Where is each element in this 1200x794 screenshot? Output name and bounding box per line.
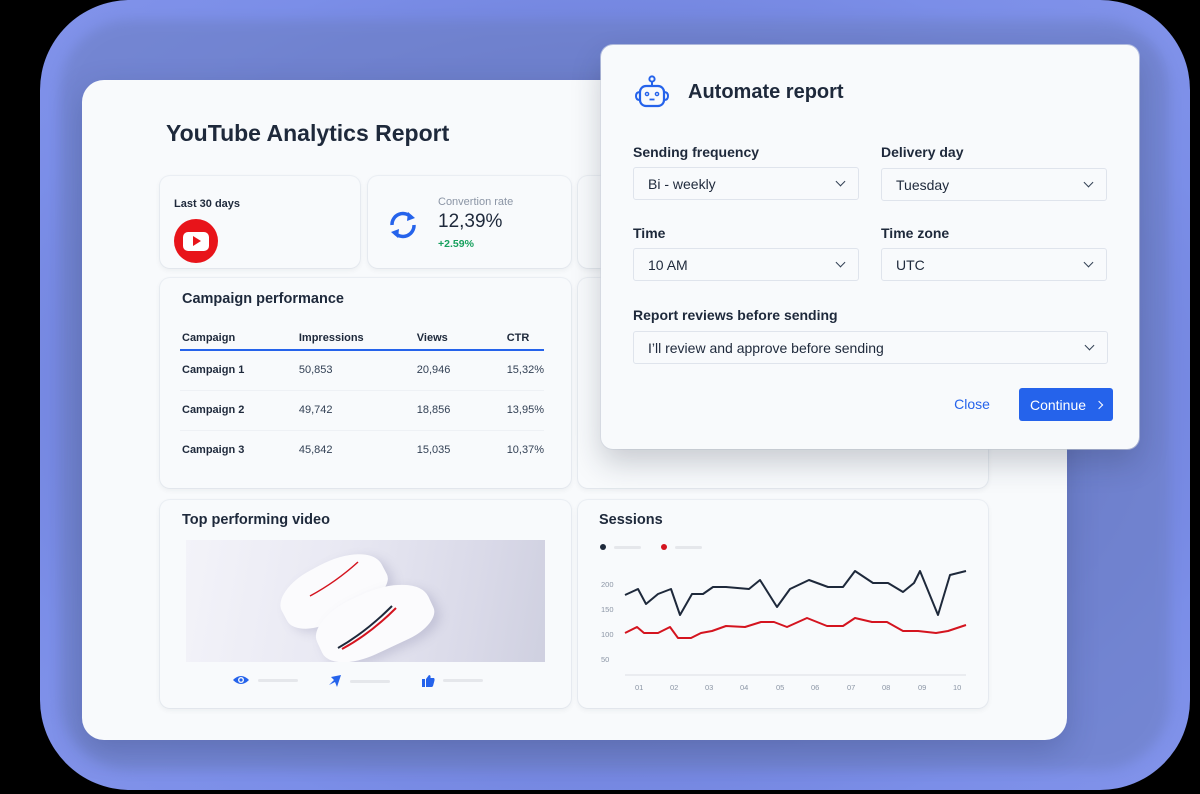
youtube-logo-icon xyxy=(174,219,218,263)
conversion-rate-value: 12,39% xyxy=(438,211,503,232)
time-zone-value: UTC xyxy=(896,256,925,273)
column-header-ctr[interactable]: CTR xyxy=(504,330,544,351)
time-select[interactable]: 10 AM xyxy=(633,248,859,281)
top-video-card: Top performing video xyxy=(160,500,571,708)
likes-value-placeholder xyxy=(443,679,483,682)
x-tick: 02 xyxy=(670,683,679,692)
continue-button[interactable]: Continue xyxy=(1019,388,1113,421)
cell-campaign: Campaign 2 xyxy=(180,390,297,431)
robot-icon xyxy=(634,75,670,108)
sending-frequency-value: Bi - weekly xyxy=(648,175,716,192)
video-thumbnail[interactable] xyxy=(186,540,545,662)
chevron-right-icon xyxy=(1094,400,1104,409)
x-tick: 04 xyxy=(740,683,749,692)
cell-views: 15,035 xyxy=(416,444,451,457)
y-tick: 50 xyxy=(601,655,610,664)
y-tick: 100 xyxy=(601,630,614,639)
sessions-card: Sessions 200 150 100 50 01 02 03 04 05 0… xyxy=(578,500,988,708)
cell-campaign: Campaign 1 xyxy=(180,350,297,391)
sending-frequency-label: Sending frequency xyxy=(633,144,760,160)
video-stat-views xyxy=(232,674,298,686)
video-stat-likes xyxy=(422,674,483,687)
cell-ctr: 15,32% xyxy=(504,350,544,391)
sessions-title: Sessions xyxy=(599,512,663,528)
sessions-line-chart xyxy=(624,570,967,676)
period-label: Last 30 days xyxy=(174,198,241,210)
table-row[interactable]: Campaign 2 49,742 18,856 13,95% xyxy=(180,390,544,431)
cell-ctr: 10,37% xyxy=(506,444,544,457)
share-arrow-icon xyxy=(329,675,341,687)
shares-value-placeholder xyxy=(350,679,390,683)
conversion-rate-label: Convertion rate xyxy=(438,196,514,208)
delivery-day-label: Delivery day xyxy=(881,144,964,160)
video-stat-shares xyxy=(328,674,390,688)
legend-dot-dark xyxy=(600,544,606,550)
cell-impressions: 50,853 xyxy=(296,350,415,391)
y-tick: 200 xyxy=(601,580,614,589)
x-tick: 10 xyxy=(953,683,962,692)
x-tick: 05 xyxy=(776,683,785,692)
campaign-table: Campaign Impressions Views CTR Campaign … xyxy=(180,330,544,470)
chevron-down-icon xyxy=(835,176,846,187)
kpi-card-period: Last 30 days xyxy=(160,176,360,268)
delivery-day-value: Tuesday xyxy=(896,176,950,193)
time-value: 10 AM xyxy=(648,256,688,273)
cell-campaign: Campaign 3 xyxy=(182,444,245,457)
time-label: Time xyxy=(633,225,666,241)
chart-legend xyxy=(600,544,714,550)
report-review-value: I’ll review and approve before sending xyxy=(648,339,884,356)
time-zone-label: Time zone xyxy=(881,225,950,241)
cell-ctr: 13,95% xyxy=(504,390,544,431)
legend-label-placeholder xyxy=(614,545,641,549)
top-video-title: Top performing video xyxy=(182,512,330,528)
kpi-card-conversion: Convertion rate 12,39% +2.59% xyxy=(368,176,571,268)
report-review-label: Report reviews before sending xyxy=(633,307,838,323)
eye-icon xyxy=(233,676,249,684)
chevron-down-icon xyxy=(1084,340,1095,351)
thumbs-up-icon xyxy=(422,675,435,687)
column-header-views[interactable]: Views xyxy=(414,330,505,351)
y-tick: 150 xyxy=(601,605,614,614)
close-button[interactable]: Close xyxy=(946,388,998,420)
x-tick: 03 xyxy=(705,683,714,692)
cell-views: 18,856 xyxy=(414,390,505,431)
report-title: YouTube Analytics Report xyxy=(166,120,450,146)
automate-report-modal: Automate report Sending frequency Bi - w… xyxy=(601,45,1139,449)
column-header-impressions[interactable]: Impressions xyxy=(296,330,415,351)
time-zone-select[interactable]: UTC xyxy=(881,248,1107,281)
chevron-down-icon xyxy=(1083,257,1094,268)
chevron-down-icon xyxy=(1083,177,1094,188)
table-row[interactable]: Campaign 3 45,842 15,035 10,37% xyxy=(180,430,544,470)
campaign-performance-card: Campaign performance Campaign Impression… xyxy=(160,278,571,488)
legend-dot-red xyxy=(661,544,667,550)
cell-impressions: 45,842 xyxy=(298,444,333,457)
x-tick: 09 xyxy=(918,683,927,692)
x-tick: 08 xyxy=(882,683,891,692)
cell-impressions: 49,742 xyxy=(296,390,415,431)
x-tick: 01 xyxy=(635,683,644,692)
conversion-rate-delta: +2.59% xyxy=(438,238,474,250)
table-header-row: Campaign Impressions Views CTR xyxy=(180,330,544,351)
continue-button-label: Continue xyxy=(1029,396,1087,413)
cell-views: 20,946 xyxy=(414,350,505,391)
sending-frequency-select[interactable]: Bi - weekly xyxy=(633,167,859,200)
legend-label-placeholder xyxy=(675,545,702,549)
column-header-campaign[interactable]: Campaign xyxy=(180,330,297,351)
delivery-day-select[interactable]: Tuesday xyxy=(881,168,1107,201)
campaign-performance-title: Campaign performance xyxy=(182,291,344,307)
sync-icon xyxy=(390,211,416,239)
modal-title: Automate report xyxy=(688,81,844,103)
views-value-placeholder xyxy=(258,678,298,682)
x-tick: 07 xyxy=(847,683,856,692)
x-tick: 06 xyxy=(811,683,820,692)
report-review-select[interactable]: I’ll review and approve before sending xyxy=(633,331,1108,364)
table-row[interactable]: Campaign 1 50,853 20,946 15,32% xyxy=(180,350,544,391)
chevron-down-icon xyxy=(835,257,846,268)
